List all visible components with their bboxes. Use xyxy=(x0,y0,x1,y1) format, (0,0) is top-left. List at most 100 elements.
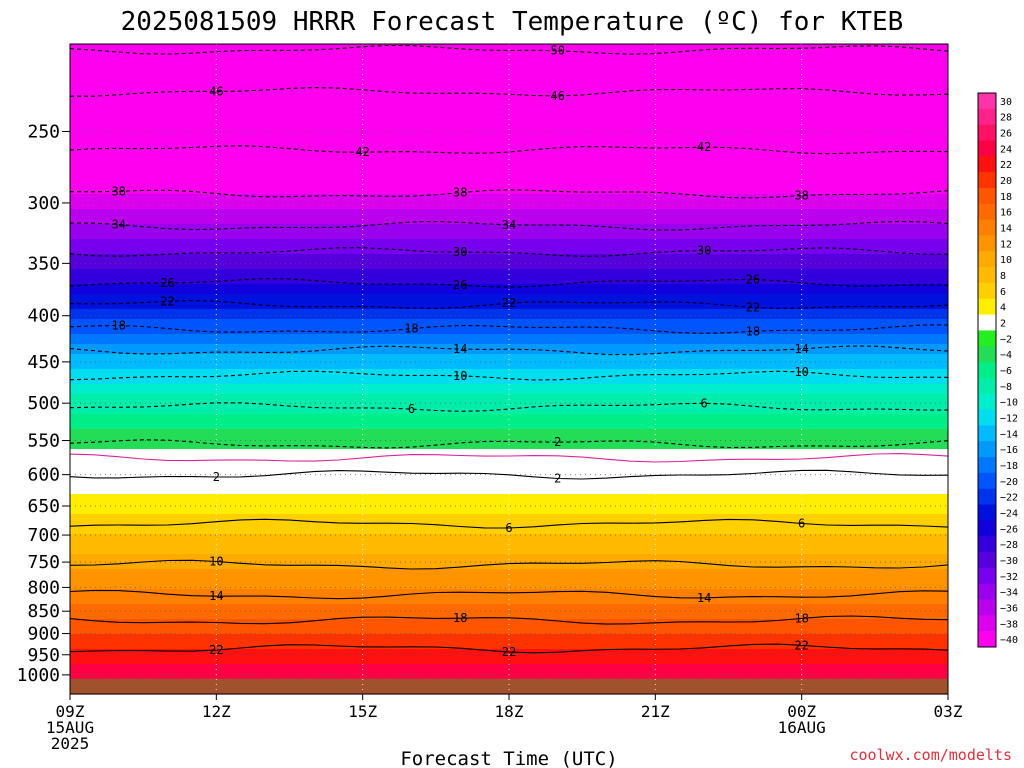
colorbar-label: −30 xyxy=(1000,556,1018,567)
temperature-band xyxy=(70,524,948,530)
colorbar-swatch xyxy=(978,409,996,426)
temperature-band xyxy=(70,589,948,595)
temperature-band xyxy=(70,499,948,505)
x-tick-label: 00Z xyxy=(787,702,816,721)
contour-label: 22 xyxy=(209,643,223,657)
colorbar-label: −18 xyxy=(1000,461,1018,472)
temperature-band xyxy=(70,374,948,380)
colorbar-label: −32 xyxy=(1000,572,1018,583)
temperature-band xyxy=(70,344,948,350)
temperature-band xyxy=(70,64,948,70)
temperature-band xyxy=(70,199,948,205)
contour-line xyxy=(69,453,949,463)
temperature-band xyxy=(70,294,948,300)
temperature-band xyxy=(70,269,948,275)
contour-label: 2 xyxy=(554,435,561,449)
colorbar-label: −24 xyxy=(1000,508,1018,519)
colorbar-label: 4 xyxy=(1000,303,1006,314)
temperature-band xyxy=(70,309,948,315)
x-axis-label: Forecast Time (UTC) xyxy=(400,748,617,768)
colorbar-swatch xyxy=(978,346,996,363)
temperature-band xyxy=(70,204,948,210)
temperature-band xyxy=(70,69,948,75)
temperature-band xyxy=(70,279,948,285)
temperature-band xyxy=(70,394,948,400)
contour-label: 34 xyxy=(502,218,516,232)
contour-label: 50 xyxy=(551,44,565,58)
temperature-band xyxy=(70,609,948,615)
temperature-band xyxy=(70,239,948,245)
temperature-band xyxy=(70,429,948,435)
temperature-band xyxy=(70,364,948,370)
contour-label: 46 xyxy=(551,89,565,103)
colorbar-label: −36 xyxy=(1000,603,1018,614)
colorbar-label: 12 xyxy=(1000,239,1012,250)
temperature-band xyxy=(70,664,948,670)
temperature-band xyxy=(70,284,948,290)
colorbar-label: −26 xyxy=(1000,524,1018,535)
temperature-band xyxy=(70,539,948,545)
y-tick-label: 500 xyxy=(27,393,60,414)
temperature-band xyxy=(70,544,948,550)
contour-label: 46 xyxy=(209,84,223,98)
temperature-band xyxy=(70,134,948,140)
contour-label: 6 xyxy=(798,517,805,531)
temperature-band xyxy=(70,469,948,475)
x-tick-label: 2025 xyxy=(51,734,90,753)
colorbar-swatch xyxy=(978,156,996,173)
contour-label: 30 xyxy=(697,244,711,258)
colorbar-label: −14 xyxy=(1000,429,1018,440)
x-tick-label: 12Z xyxy=(202,702,231,721)
temperature-band xyxy=(70,84,948,90)
chart-title: 2025081509 HRRR Forecast Temperature (ºC… xyxy=(121,7,904,37)
temperature-band xyxy=(70,259,948,265)
colorbar-label: 10 xyxy=(1000,255,1012,266)
temperature-band xyxy=(70,349,948,355)
credit-text: coolwx.com/modelts xyxy=(849,746,1012,764)
colorbar-swatch xyxy=(978,631,996,648)
contour-line xyxy=(69,469,949,480)
contour-label: 22 xyxy=(502,645,516,659)
temperature-band xyxy=(70,44,948,50)
temperature-band xyxy=(70,334,948,340)
temperature-band xyxy=(70,584,948,590)
temperature-band xyxy=(70,174,948,180)
temperature-band xyxy=(70,414,948,420)
temperature-band xyxy=(70,534,948,540)
colorbar-label: 2 xyxy=(1000,319,1006,330)
temperature-band xyxy=(70,359,948,365)
y-tick-label: 550 xyxy=(27,431,60,452)
x-tick-label: 15Z xyxy=(348,702,377,721)
temperature-band xyxy=(70,354,948,360)
temperature-band xyxy=(70,549,948,555)
temperature-band xyxy=(70,319,948,325)
colorbar-label: −40 xyxy=(1000,635,1018,646)
y-tick-label: 950 xyxy=(27,645,60,666)
temperature-band xyxy=(70,209,948,215)
colorbar-swatch xyxy=(978,314,996,331)
temperature-band xyxy=(70,579,948,585)
contour-label: 10 xyxy=(794,365,808,379)
colorbar-label: −8 xyxy=(1000,382,1012,393)
colorbar-label: −38 xyxy=(1000,619,1018,630)
temperature-band xyxy=(70,49,948,55)
contour-label: 30 xyxy=(453,245,467,259)
temperature-band xyxy=(70,74,948,80)
contour-label: 14 xyxy=(697,591,711,605)
temperature-band xyxy=(70,124,948,130)
temperature-band xyxy=(70,254,948,260)
colorbar-swatch xyxy=(978,298,996,316)
colorbar-swatch xyxy=(978,140,996,157)
y-tick-label: 800 xyxy=(27,577,60,598)
temperature-band xyxy=(70,289,948,295)
colorbar-swatch xyxy=(978,520,996,537)
contour-label: 38 xyxy=(794,189,808,203)
temperature-band xyxy=(70,449,948,455)
colorbar-swatch xyxy=(978,203,996,221)
grid xyxy=(70,44,948,694)
colorbar-label: 6 xyxy=(1000,287,1006,298)
temperature-band xyxy=(70,509,948,515)
temperature-band xyxy=(70,164,948,170)
x-tick-label: 16AUG xyxy=(778,718,826,737)
colorbar-label: 24 xyxy=(1000,144,1012,155)
